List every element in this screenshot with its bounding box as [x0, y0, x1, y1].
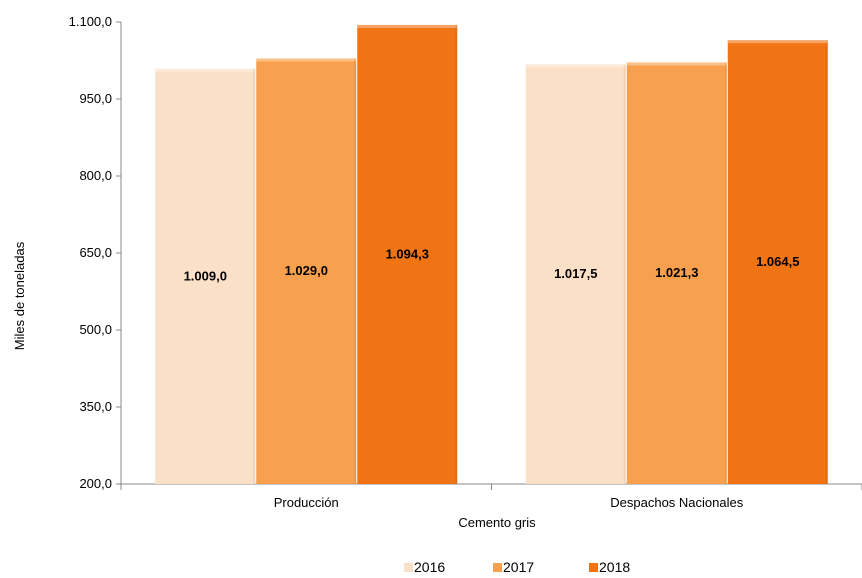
- bar-highlight: [155, 68, 256, 72]
- x-axis: Producción Despachos Nacionales: [120, 483, 862, 510]
- y-tick-label: 500,0: [79, 322, 112, 337]
- legend: 2016 2017 2018: [404, 559, 630, 575]
- y-tick-label: 650,0: [79, 245, 112, 260]
- y-tick-label: 1.100,0: [69, 14, 112, 29]
- legend-swatch: [404, 563, 413, 572]
- bar-shade: [825, 40, 828, 485]
- bar-shade: [724, 62, 727, 485]
- data-label: 1.017,5: [554, 266, 597, 281]
- data-label: 1.094,3: [386, 246, 429, 261]
- bar-highlight: [357, 24, 458, 28]
- y-axis: 200,0 350,0 500,0 650,0 800,0 950,0 1.100,0: [69, 14, 122, 491]
- bars: [155, 24, 828, 485]
- bar-highlight: [525, 64, 626, 68]
- y-tick-label: 800,0: [79, 168, 112, 183]
- bar-2016: [525, 64, 626, 484]
- bar-shade: [455, 24, 458, 485]
- legend-label: 2016: [414, 559, 445, 575]
- bar-highlight: [626, 62, 727, 66]
- y-tick-label: 200,0: [79, 476, 112, 491]
- bar-2017: [626, 62, 727, 485]
- bar-shade: [623, 64, 626, 484]
- data-label: 1.064,5: [756, 254, 799, 269]
- x-tick-label: Despachos Nacionales: [610, 495, 743, 510]
- data-label: 1.029,0: [285, 263, 328, 278]
- legend-swatch: [589, 563, 598, 572]
- data-label: 1.021,3: [655, 265, 698, 280]
- bar-2018: [357, 24, 458, 485]
- y-tick-label: 950,0: [79, 91, 112, 106]
- data-label: 1.009,0: [184, 268, 227, 283]
- y-tick-label: 350,0: [79, 399, 112, 414]
- bar-2017: [256, 58, 357, 485]
- x-tick-label: Producción: [274, 495, 339, 510]
- bar-highlight: [727, 40, 828, 44]
- y-axis-title: Miles de toneladas: [12, 241, 27, 350]
- legend-label: 2017: [503, 559, 534, 575]
- x-axis-title: Cemento gris: [458, 515, 536, 530]
- bar-shade: [354, 58, 357, 485]
- bar-2016: [155, 68, 256, 485]
- bar-shade: [253, 68, 256, 485]
- bar-highlight: [256, 58, 357, 62]
- legend-swatch: [493, 563, 502, 572]
- bar-2018: [727, 40, 828, 485]
- legend-label: 2018: [599, 559, 630, 575]
- data-labels: 1.009,0 1.029,0 1.094,3 1.017,5 1.021,3 1.064…: [184, 246, 800, 283]
